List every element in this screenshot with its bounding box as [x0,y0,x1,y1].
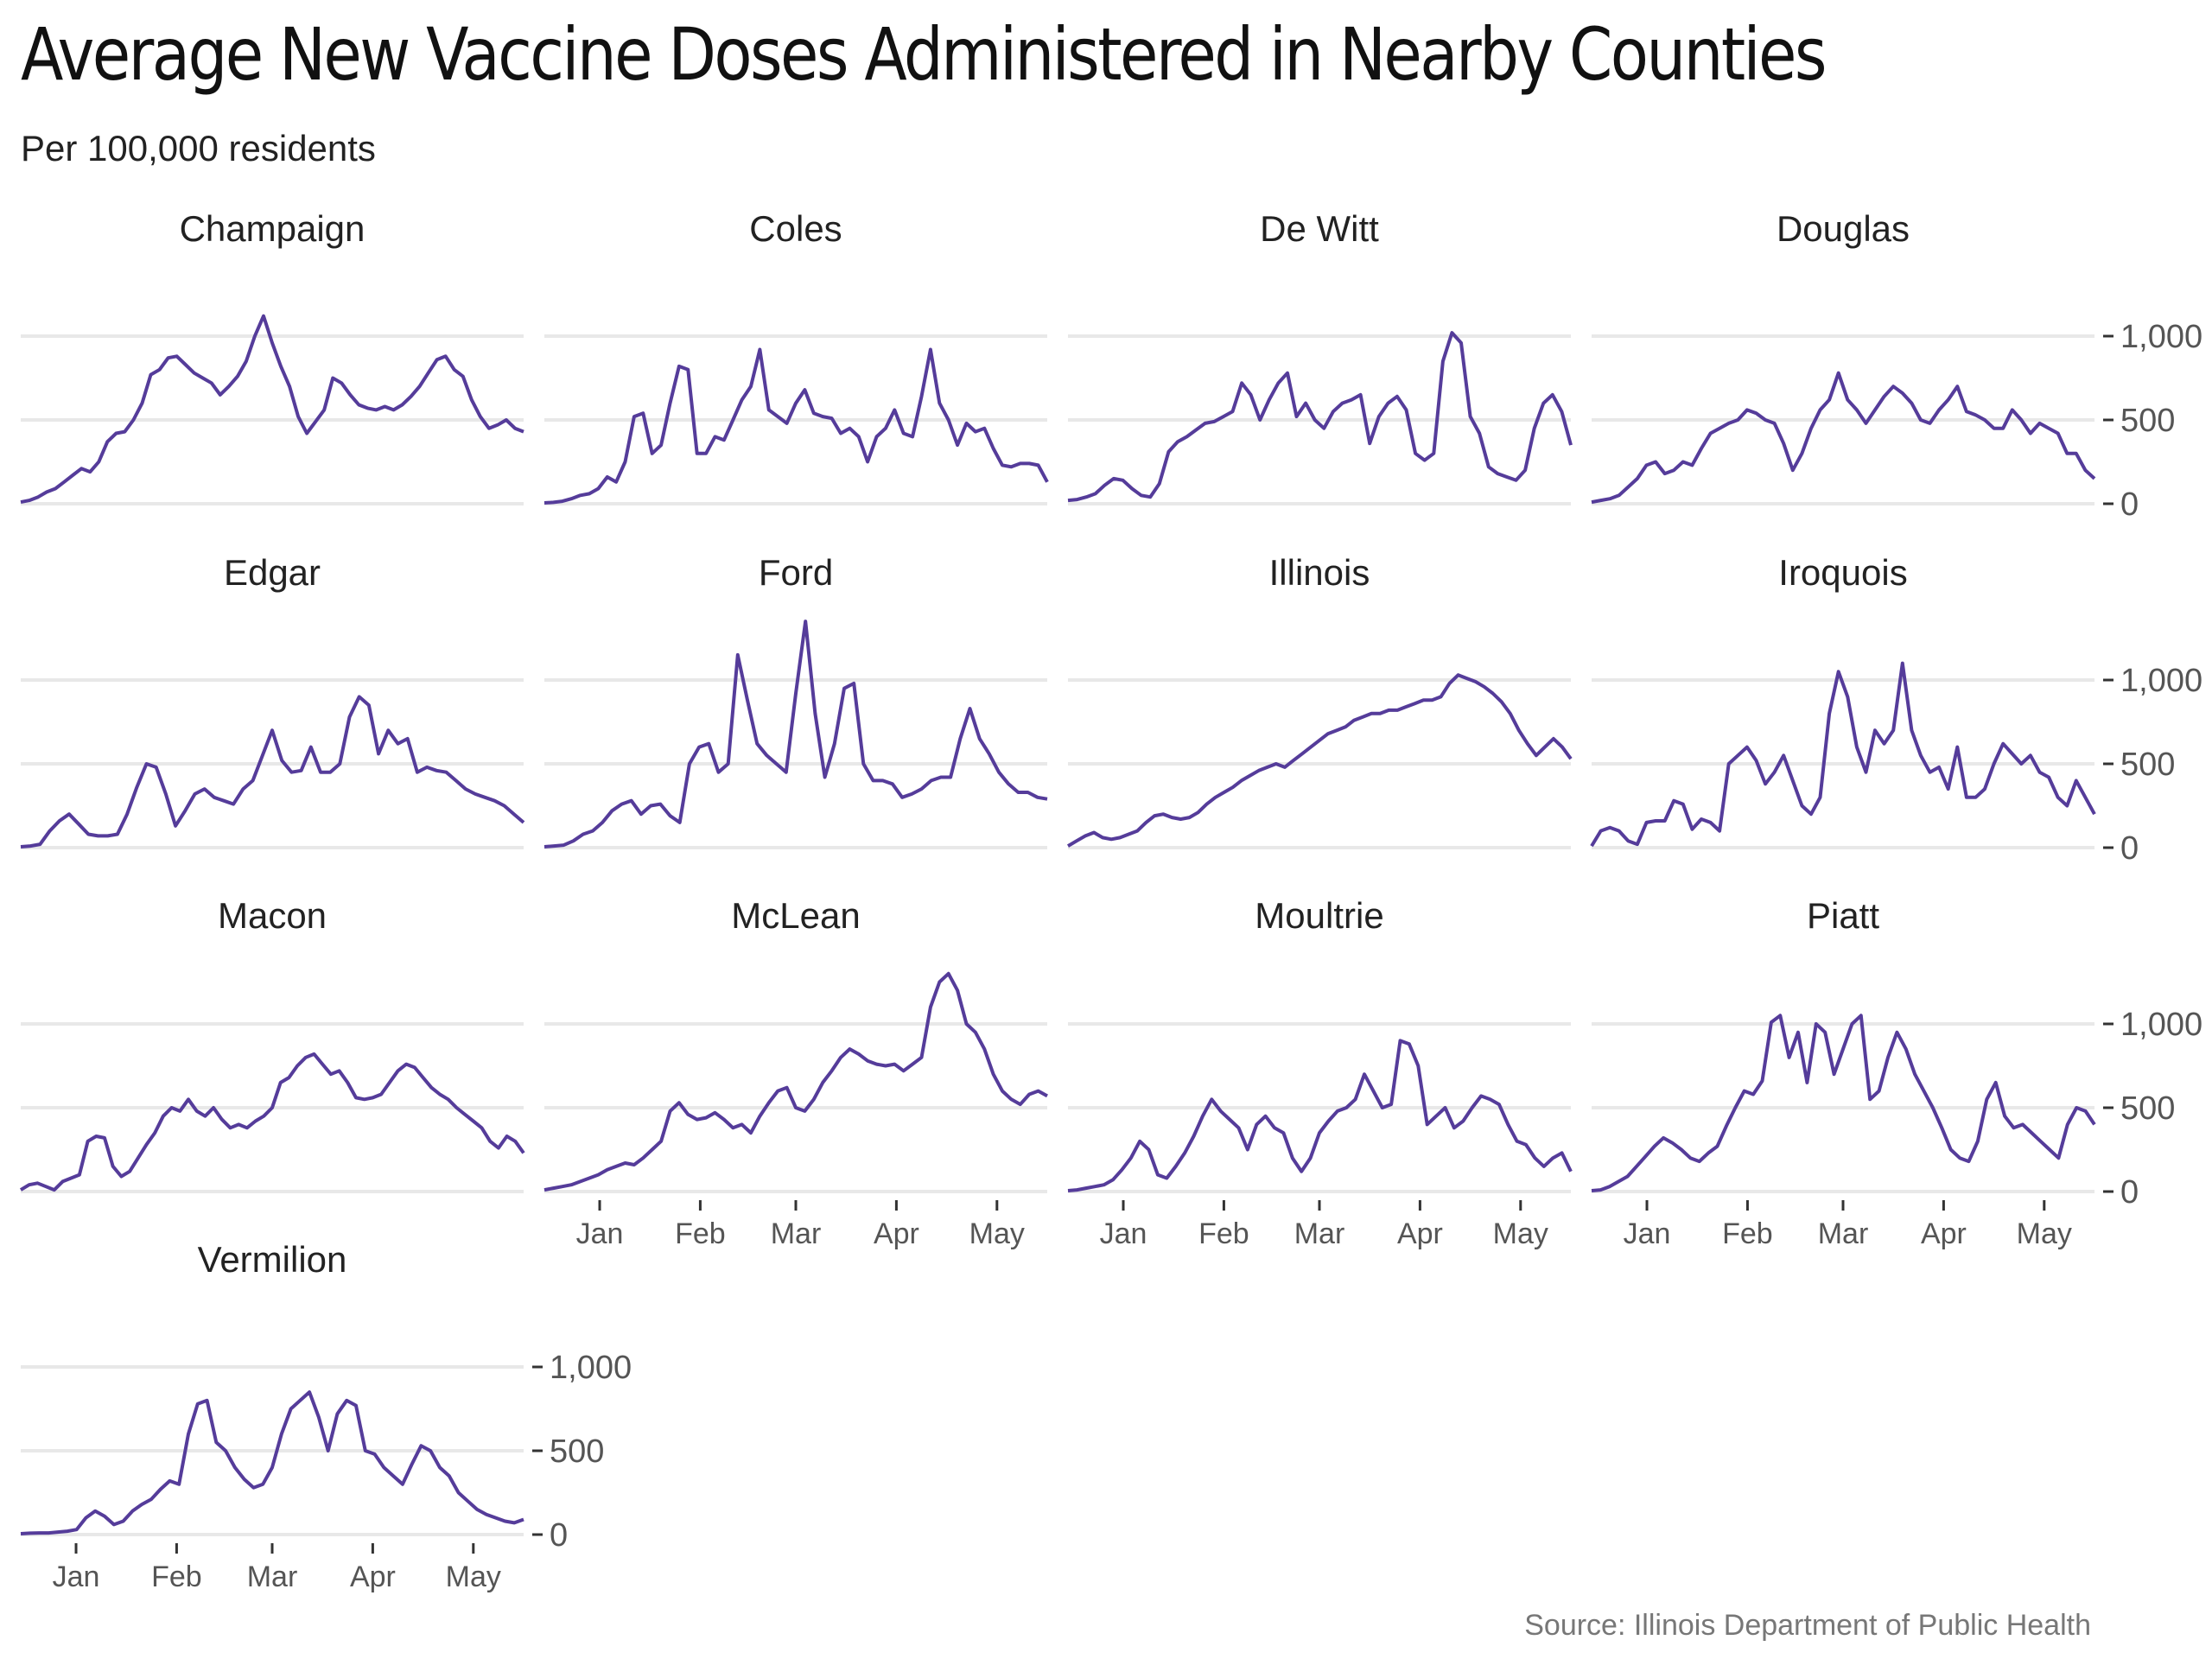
panel-title-ford: Ford [759,552,833,593]
y-tick-label-douglas-500: 500 [2120,403,2175,439]
series-line-moultrie [1067,1039,1573,1192]
x-tick-label-vermilion-may: May [446,1560,501,1593]
panel-title-vermilion: Vermilion [198,1239,347,1280]
chart-title: Average New Vaccine Doses Administered i… [21,12,1827,97]
series-line-de-witt [1067,331,1573,503]
y-tick-label-vermilion-500: 500 [550,1433,604,1470]
series-line-illinois [1066,673,1573,848]
panel-title-champaign: Champaign [180,208,365,249]
series-line-iroquois [1590,661,2096,848]
panel-title-iroquois: Iroquois [1778,552,1907,593]
x-tick-label-vermilion-apr: Apr [350,1560,396,1593]
x-tick-label-moultrie-may: May [1493,1217,1548,1250]
panel-title-piatt: Piatt [1807,895,1879,936]
y-tick-label-piatt-1000: 1,000 [2120,1007,2202,1043]
series-line-vermilion [20,1390,524,1535]
x-tick-label-moultrie-apr: Apr [1397,1217,1443,1250]
y-tick-label-piatt-500: 500 [2120,1090,2175,1127]
panel-title-coles: Coles [749,208,842,249]
x-tick-label-piatt-mar: Mar [1818,1217,1869,1250]
x-tick-label-vermilion-feb: Feb [151,1560,202,1593]
x-tick-label-mclean-may: May [969,1217,1025,1250]
y-tick-label-iroquois-1000: 1,000 [2120,663,2202,699]
x-tick-label-mclean-mar: Mar [771,1217,822,1250]
x-tick-label-piatt-may: May [2017,1217,2072,1250]
series-line-mclean [543,971,1048,1192]
panel-title-edgar: Edgar [224,552,321,593]
x-tick-label-mclean-jan: Jan [576,1217,624,1250]
y-tick-label-piatt-0: 0 [2120,1174,2139,1211]
x-tick-label-mclean-feb: Feb [675,1217,726,1250]
chart-subtitle: Per 100,000 residents [21,128,376,168]
x-tick-label-piatt-feb: Feb [1722,1217,1773,1250]
x-tick-label-moultrie-mar: Mar [1294,1217,1345,1250]
panel-title-moultrie: Moultrie [1255,895,1383,936]
panel-title-douglas: Douglas [1777,208,1910,249]
y-tick-label-iroquois-500: 500 [2120,747,2175,783]
series-line-champaign [20,314,524,505]
series-line-edgar [20,695,525,849]
y-tick-label-iroquois-0: 0 [2120,830,2139,867]
series-line-piatt [1591,1014,2096,1192]
series-line-macon [19,1052,525,1192]
panel-title-mclean: McLean [731,895,860,936]
x-tick-label-mclean-apr: Apr [874,1217,919,1250]
panel-title-macon: Macon [218,895,327,936]
x-tick-label-piatt-apr: Apr [1921,1217,1967,1250]
x-tick-label-piatt-jan: Jan [1624,1217,1671,1250]
x-tick-label-vermilion-jan: Jan [53,1560,100,1593]
series-line-douglas [1591,371,2096,505]
y-tick-label-vermilion-1000: 1,000 [550,1350,632,1386]
source-caption: Source: Illinois Department of Public He… [1524,1609,2091,1642]
y-tick-label-vermilion-0: 0 [550,1517,568,1554]
series-line-ford [543,620,1048,849]
panel-title-illinois: Illinois [1269,552,1370,593]
x-tick-label-moultrie-feb: Feb [1198,1217,1249,1250]
y-tick-label-douglas-1000: 1,000 [2120,319,2202,355]
panel-title-de-witt: De Witt [1260,208,1379,249]
y-tick-label-douglas-0: 0 [2120,486,2139,523]
x-tick-label-vermilion-mar: Mar [247,1560,298,1593]
series-line-coles [543,347,1049,505]
x-tick-label-moultrie-jan: Jan [1100,1217,1147,1250]
